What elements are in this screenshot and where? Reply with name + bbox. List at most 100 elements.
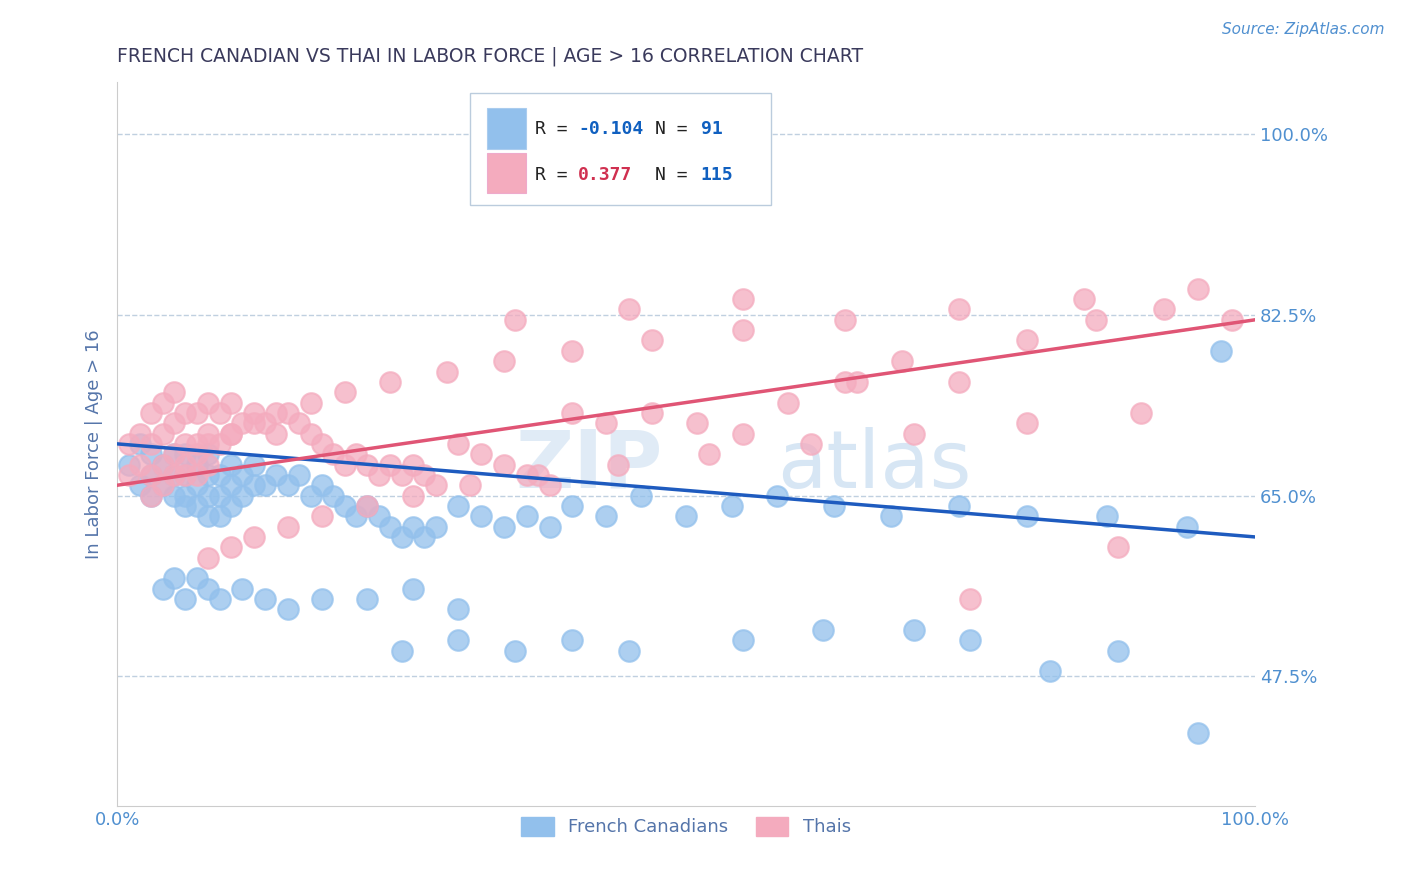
- Point: [1084, 313, 1107, 327]
- Point: [163, 385, 186, 400]
- Point: [277, 406, 299, 420]
- Point: [880, 509, 903, 524]
- Point: [561, 633, 583, 648]
- Point: [333, 458, 356, 472]
- Point: [174, 499, 197, 513]
- Point: [186, 478, 208, 492]
- Point: [208, 406, 231, 420]
- Point: [299, 489, 322, 503]
- Text: 91: 91: [700, 120, 723, 138]
- Point: [266, 467, 288, 482]
- Point: [152, 426, 174, 441]
- Point: [163, 416, 186, 430]
- Point: [186, 447, 208, 461]
- Point: [425, 519, 447, 533]
- Point: [413, 530, 436, 544]
- Point: [505, 643, 527, 657]
- Point: [538, 519, 561, 533]
- Point: [186, 571, 208, 585]
- Point: [242, 458, 264, 472]
- Point: [231, 416, 253, 430]
- Point: [163, 489, 186, 503]
- Point: [174, 591, 197, 606]
- Point: [641, 406, 664, 420]
- Point: [277, 602, 299, 616]
- Point: [778, 395, 800, 409]
- Text: R =: R =: [534, 120, 578, 138]
- Point: [197, 509, 219, 524]
- Point: [380, 375, 402, 389]
- Point: [561, 406, 583, 420]
- Point: [697, 447, 720, 461]
- Point: [436, 364, 458, 378]
- Point: [219, 499, 242, 513]
- Point: [903, 426, 925, 441]
- Point: [163, 447, 186, 461]
- Point: [641, 334, 664, 348]
- Point: [197, 447, 219, 461]
- Point: [277, 519, 299, 533]
- Point: [322, 447, 344, 461]
- Point: [141, 467, 163, 482]
- Point: [1039, 665, 1062, 679]
- Point: [163, 447, 186, 461]
- Point: [903, 623, 925, 637]
- Point: [208, 467, 231, 482]
- Point: [219, 541, 242, 555]
- Point: [174, 447, 197, 461]
- Point: [356, 458, 378, 472]
- Point: [141, 447, 163, 461]
- Point: [333, 385, 356, 400]
- Point: [447, 499, 470, 513]
- Point: [800, 437, 823, 451]
- Point: [141, 467, 163, 482]
- Text: -0.104: -0.104: [578, 120, 643, 138]
- Point: [129, 437, 152, 451]
- Point: [731, 323, 754, 337]
- Point: [117, 467, 139, 482]
- Point: [186, 458, 208, 472]
- Point: [834, 375, 856, 389]
- Point: [266, 406, 288, 420]
- Text: FRENCH CANADIAN VS THAI IN LABOR FORCE | AGE > 16 CORRELATION CHART: FRENCH CANADIAN VS THAI IN LABOR FORCE |…: [117, 46, 863, 66]
- Text: Source: ZipAtlas.com: Source: ZipAtlas.com: [1222, 22, 1385, 37]
- Point: [254, 478, 277, 492]
- Point: [595, 416, 617, 430]
- Point: [174, 437, 197, 451]
- Point: [186, 437, 208, 451]
- Point: [834, 313, 856, 327]
- Point: [174, 406, 197, 420]
- Point: [152, 478, 174, 492]
- Point: [1187, 726, 1209, 740]
- Point: [333, 499, 356, 513]
- Point: [1073, 292, 1095, 306]
- Point: [1017, 509, 1039, 524]
- Point: [174, 458, 197, 472]
- Point: [242, 416, 264, 430]
- Point: [391, 643, 413, 657]
- Point: [766, 489, 789, 503]
- Point: [1107, 643, 1129, 657]
- Point: [470, 447, 492, 461]
- Point: [606, 458, 628, 472]
- Point: [152, 458, 174, 472]
- Point: [344, 509, 367, 524]
- Point: [948, 499, 970, 513]
- Point: [197, 550, 219, 565]
- Point: [516, 467, 538, 482]
- Point: [731, 292, 754, 306]
- Point: [197, 426, 219, 441]
- Point: [311, 509, 333, 524]
- Point: [129, 478, 152, 492]
- Point: [288, 467, 311, 482]
- Point: [617, 643, 640, 657]
- Point: [356, 591, 378, 606]
- Point: [391, 467, 413, 482]
- Point: [1107, 541, 1129, 555]
- Point: [197, 458, 219, 472]
- Point: [402, 489, 425, 503]
- Point: [356, 499, 378, 513]
- Point: [891, 354, 914, 368]
- Point: [470, 509, 492, 524]
- Point: [447, 633, 470, 648]
